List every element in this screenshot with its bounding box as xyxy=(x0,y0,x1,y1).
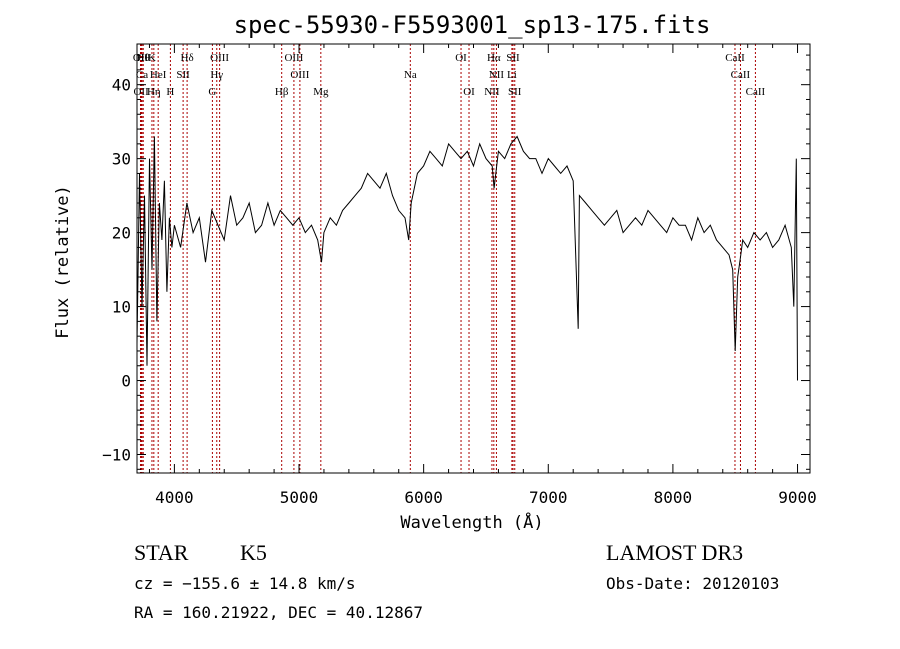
line-marker-label: NII xyxy=(489,69,505,81)
object-class: STAR xyxy=(134,540,189,565)
object-subclass: K5 xyxy=(240,540,267,565)
y-tick-label: −10 xyxy=(102,446,131,465)
line-marker-label: H xyxy=(166,86,174,98)
line-marker-label: Hδ xyxy=(181,52,194,64)
line-markers xyxy=(139,44,756,473)
line-marker-label: SII xyxy=(508,86,522,98)
line-marker-label: OI xyxy=(455,52,467,64)
line-marker-label: OIII xyxy=(210,52,229,64)
coordinates: RA = 160.21922, DEC = 40.12867 xyxy=(134,603,423,622)
redshift-velocity: cz = −155.6 ± 14.8 km/s xyxy=(134,574,356,593)
y-axis-ticks: −10 0 10 20 30 40 xyxy=(102,54,810,470)
x-axis-ticks: 4000 5000 6000 7000 8000 9000 xyxy=(148,44,817,507)
line-marker-label: Mg xyxy=(313,86,329,98)
line-marker-label: Hγ xyxy=(210,69,223,81)
y-axis-label: Flux (relative) xyxy=(53,185,73,339)
line-marker-label: Li xyxy=(507,69,517,81)
line-marker-label: CaII xyxy=(725,52,745,64)
line-marker-label: Na xyxy=(404,69,417,81)
y-tick-label: 20 xyxy=(112,224,131,243)
line-marker-label: CaII xyxy=(731,69,751,81)
x-tick-label: 4000 xyxy=(155,488,194,507)
y-tick-label: 30 xyxy=(112,150,131,169)
line-marker-label: NII xyxy=(484,86,500,98)
line-marker-label: G xyxy=(208,86,216,98)
line-marker-label: OIII xyxy=(290,69,309,81)
x-tick-label: 8000 xyxy=(654,488,693,507)
line-marker-label: SII xyxy=(506,52,520,64)
x-tick-label: 6000 xyxy=(404,488,443,507)
line-marker-label: Ca xyxy=(136,69,148,81)
chart-title: spec-55930-F5593001_sp13-175.fits xyxy=(234,11,711,39)
spectrum-line xyxy=(136,135,798,381)
survey-name: LAMOST DR3 xyxy=(606,540,744,565)
line-marker-label: OIII xyxy=(284,52,303,64)
y-tick-label: 40 xyxy=(112,76,131,95)
line-marker-label: OII xyxy=(133,52,149,64)
line-marker-label: Hη xyxy=(147,86,161,98)
x-tick-label: 7000 xyxy=(529,488,568,507)
observation-date: Obs-Date: 20120103 xyxy=(606,574,780,593)
line-marker-label: SII xyxy=(176,69,190,81)
y-tick-label: 10 xyxy=(112,298,131,317)
plot-frame xyxy=(136,43,811,474)
line-marker-label: Hα xyxy=(487,52,501,64)
line-marker-label: Hβ xyxy=(275,86,289,98)
x-tick-label: 9000 xyxy=(778,488,817,507)
y-tick-label: 0 xyxy=(121,372,131,391)
line-marker-label: K xyxy=(148,52,156,64)
line-marker-label: CaII xyxy=(746,86,766,98)
line-marker-label: OI xyxy=(463,86,475,98)
line-marker-label: HeI xyxy=(150,69,167,81)
x-tick-label: 5000 xyxy=(280,488,319,507)
x-axis-label: Wavelength (Å) xyxy=(400,511,543,533)
